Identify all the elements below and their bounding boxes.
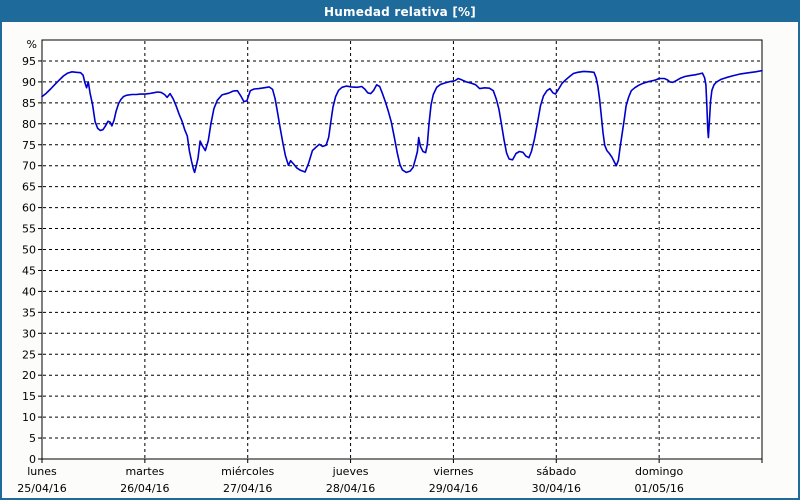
y-axis-labels: 0 5 10 15 20 25 30 35 40 45 50 55 60 65 70 75 80 85 90 95 [22,55,36,466]
humidity-series [41,69,763,174]
y-tick-label: 40 [22,285,36,298]
y-tick-label: 55 [22,223,36,236]
x-day-date-label: 29/04/16 [429,482,478,495]
y-tick-label: 95 [22,55,36,68]
x-day-name-label: lunes [27,465,57,478]
y-tick-label: 70 [22,160,36,173]
x-day-date-label: 30/04/16 [532,482,581,495]
y-tick-label: 45 [22,264,36,277]
y-tick-label: 0 [29,453,36,466]
x-day-date-label: 25/04/16 [17,482,66,495]
humidity-chart: 0 5 10 15 20 25 30 35 40 45 50 55 60 65 70 75 80 85 90 95 %… [17,38,763,495]
x-day-date-label: 26/04/16 [120,482,169,495]
y-tick-label: 90 [22,76,36,89]
y-tick-label: 5 [29,432,36,445]
x-day-name-label: viernes [433,465,473,478]
y-tick-label: 25 [22,348,36,361]
plot-area [42,40,762,459]
y-tick-label: 35 [22,306,36,319]
y-tick-label: 60 [22,202,36,215]
chart-title: Humedad relativa [%] [324,5,476,19]
x-day-name-label: sábado [536,465,576,478]
plot-background [42,40,762,459]
title-bar: Humedad relativa [%] [2,2,798,22]
series-line [41,69,763,174]
y-tick-label: 15 [22,390,36,403]
x-day-name-label: jueves [332,465,369,478]
x-day-name-label: martes [125,465,164,478]
y-tick-label: 80 [22,118,36,131]
y-tick-label: 20 [22,369,36,382]
y-tick-label: 65 [22,181,36,194]
x-day-date-label: 28/04/16 [326,482,375,495]
y-axis-unit-label: % [27,38,37,51]
chart-container: 0 5 10 15 20 25 30 35 40 45 50 55 60 65 70 75 80 85 90 95 %… [2,22,798,498]
y-tick-label: 85 [22,97,36,110]
x-day-date-label: 01/05/16 [634,482,683,495]
y-tick-label: 50 [22,244,36,257]
y-tick-label: 10 [22,411,36,424]
x-axis-labels: lunes 25/04/16 martes 26/04/16 miércoles 27/0… [17,465,684,495]
x-day-date-label: 27/04/16 [223,482,272,495]
x-day-name-label: domingo [635,465,683,478]
axis-ticks [38,60,763,463]
y-tick-label: 30 [22,327,36,340]
y-tick-label: 75 [22,139,36,152]
x-day-name-label: miércoles [221,465,274,478]
